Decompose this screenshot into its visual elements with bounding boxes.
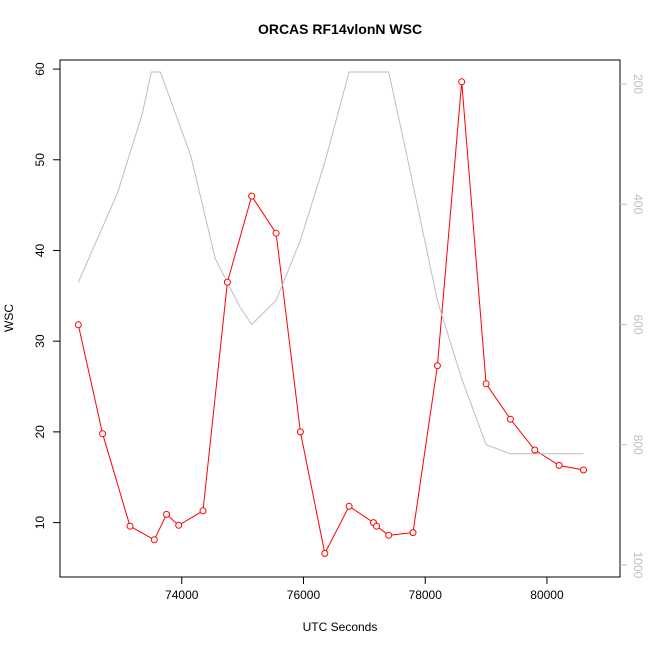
wsc-point (458, 78, 466, 86)
y-axis-label: WSC (2, 304, 16, 332)
y2-tick-label: 600 (631, 314, 645, 334)
y2-tick-label: 200 (631, 74, 645, 94)
y-tick-label: 60 (33, 62, 47, 76)
x-tick-label: 76000 (287, 588, 321, 602)
wsc-point (99, 430, 107, 438)
wsc-point (580, 466, 587, 474)
x-axis-label: UTC Seconds (303, 620, 378, 634)
x-tick-label: 78000 (409, 588, 443, 602)
wsc-point (272, 229, 280, 237)
wsc-point (373, 522, 380, 530)
wsc-point (126, 522, 134, 530)
y2-tick-label: 1000 (631, 552, 645, 579)
wsc-point (150, 536, 158, 544)
wsc-point (248, 192, 256, 200)
y2-tick-label: 400 (631, 194, 645, 214)
x-tick-label: 74000 (165, 588, 199, 602)
secondary-series-line (77, 71, 584, 455)
y2-tick-label: 800 (631, 435, 645, 455)
wsc-point (74, 321, 82, 329)
y-tick-label: 30 (33, 334, 47, 348)
marker-layer (74, 78, 587, 557)
x-tick-label: 80000 (530, 588, 564, 602)
wsc-point (409, 529, 417, 537)
y-tick-label: 50 (33, 153, 47, 167)
y-tick-label: 10 (33, 516, 47, 530)
wsc-point (433, 362, 441, 370)
wsc-point (482, 380, 490, 388)
axis-layer: 74000 76000 78000 80000 10 20 30 40 50 60 200 400 60… (33, 62, 645, 602)
wsc-point (385, 531, 393, 539)
wsc-point (296, 428, 304, 436)
wsc-point (163, 510, 170, 518)
y-tick-label: 40 (33, 243, 47, 257)
plot-frame (59, 59, 621, 578)
wsc-point (345, 502, 353, 510)
wsc-point (199, 507, 207, 515)
y-tick-label: 20 (33, 425, 47, 439)
wsc-point (506, 415, 514, 423)
wsc-series-line (77, 81, 584, 555)
wsc-point (555, 461, 563, 469)
wsc-point (531, 446, 539, 454)
wsc-point (175, 521, 183, 529)
wsc-point (321, 549, 329, 557)
series-layer (77, 71, 584, 555)
chart-title: ORCAS RF14vlonN WSC (258, 21, 422, 37)
wsc-point (223, 278, 231, 286)
